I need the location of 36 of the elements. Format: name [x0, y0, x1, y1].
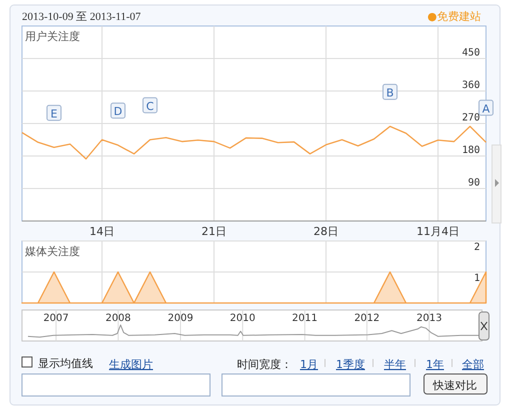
x-tick-label: 28日 [314, 225, 338, 238]
x-tick-label: 2011 [292, 313, 318, 324]
x-tick-label: 2012 [354, 313, 380, 324]
text: 全部 [462, 358, 484, 371]
annotation: E [50, 107, 58, 120]
x-tick-label: 2013 [416, 313, 442, 324]
y-tick-label: 2 [474, 242, 480, 253]
y-tick-label: 1 [474, 273, 480, 284]
annotation: D [114, 105, 122, 118]
text: 1年 [426, 358, 444, 371]
y-tick-label: 360 [462, 80, 480, 91]
x-tick-label: 2010 [230, 313, 256, 324]
text: 1季度 [336, 358, 365, 371]
y-tick-label: 90 [468, 178, 480, 188]
y-tick-label: 270 [462, 112, 480, 124]
x-tick-label: 21日 [202, 225, 226, 238]
text: 生成图片 [109, 358, 153, 371]
text: ●免费建站 [427, 10, 481, 23]
text: 时间宽度： [237, 358, 292, 371]
x-tick-label: 2007 [43, 313, 69, 324]
text: 快速对比 [432, 379, 477, 392]
text: 显示均值线 [38, 357, 93, 370]
y-tick-label: 180 [462, 145, 480, 156]
x-tick-label: 14日 [90, 225, 114, 238]
annotation: C [146, 100, 154, 113]
text: 1月 [300, 358, 318, 371]
y-axis-title: 媒体关注度 [25, 245, 80, 258]
annotation: B [386, 86, 394, 100]
x-tick-label: 11月4日 [416, 225, 460, 238]
y-tick-label: 450 [462, 48, 480, 58]
text: 半年 [384, 358, 406, 371]
chart-title: 2013-10-09 至 2013-11-07 [22, 11, 142, 23]
x-tick-label: 2009 [168, 313, 194, 324]
annotation: A [482, 102, 490, 116]
x-tick-label: 2008 [105, 313, 131, 324]
y-axis-title: 用户关注度 [25, 30, 80, 43]
